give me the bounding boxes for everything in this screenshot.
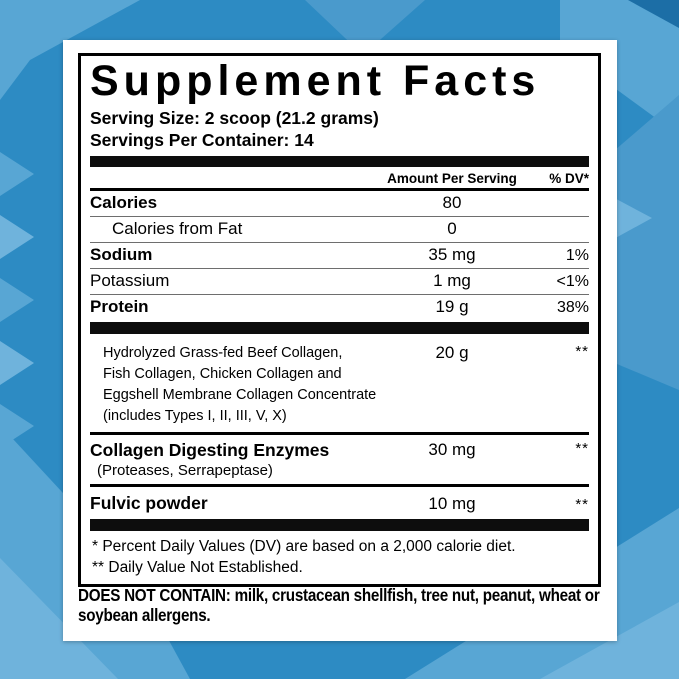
servings-per-container: Servings Per Container: 14 (90, 129, 314, 150)
table-row-digesting-enzymes: Collagen Digesting Enzymes (Proteases, S… (90, 435, 589, 488)
supplement-facts-title: Supplement Facts (90, 57, 541, 105)
nutrient-amount: 30 mg (428, 439, 476, 459)
nutrient-amount: 35 mg (428, 244, 476, 264)
table-row-calories: Calories 80 (90, 191, 589, 217)
nutrient-name: Calories from Fat (112, 218, 243, 238)
nutrient-name: Collagen Digesting Enzymes (Proteases, S… (90, 440, 377, 481)
table-row-fulvic-powder: Fulvic powder 10 mg ** (90, 487, 589, 517)
nutrient-dv: <1% (556, 272, 589, 290)
table-row-collagen-blend: Hydrolyzed Grass-fed Beef Collagen, Fish… (90, 336, 589, 435)
footnote-dv-not-established: ** Daily Value Not Established. (92, 559, 303, 576)
nutrient-name: Sodium (90, 244, 153, 264)
supplement-facts-box: Supplement Facts Serving Size: 2 scoop (… (78, 53, 601, 587)
nutrient-amount: 80 (442, 192, 462, 212)
nutrient-dv: ** (575, 439, 589, 457)
table-row-sodium: Sodium 35 mg 1% (90, 243, 589, 269)
serving-size: Serving Size: 2 scoop (21.2 grams) (90, 107, 379, 128)
supplement-label: Supplement Facts Serving Size: 2 scoop (… (63, 40, 617, 641)
table-row-calories-from-fat: Calories from Fat 0 (90, 217, 589, 243)
enzymes-detail: (Proteases, Serrapeptase) (97, 461, 273, 479)
allergen-statement: DOES NOT CONTAIN: milk, crustacean shell… (78, 585, 600, 625)
nutrient-dv: ** (575, 496, 589, 514)
nutrient-dv: 38% (556, 298, 589, 316)
amount-per-serving-header: Amount Per Serving (387, 170, 517, 186)
nutrient-amount: 1 mg (433, 270, 471, 290)
table-row-protein: Protein 19 g 38% (90, 295, 589, 320)
nutrient-dv: 1% (565, 246, 589, 264)
nutrient-name: Calories (90, 192, 158, 212)
nutrient-amount: 0 (447, 218, 457, 238)
footnotes: * Percent Daily Values (DV) are based on… (90, 535, 589, 580)
thick-divider-bar (90, 321, 589, 334)
nutrient-amount: 19 g (435, 296, 469, 316)
nutrient-dv: ** (575, 342, 589, 360)
nutrient-amount: 10 mg (428, 494, 476, 514)
percent-dv-header: % DV* (549, 170, 589, 186)
thick-divider-bar (90, 519, 589, 532)
nutrient-name: Protein (90, 296, 149, 316)
nutrient-amount: 20 g (435, 342, 469, 362)
ingredient-description: Hydrolyzed Grass-fed Beef Collagen, Fish… (103, 344, 377, 424)
nutrient-name: Potassium (90, 270, 170, 290)
footnote-percent-dv: * Percent Daily Values (DV) are based on… (92, 538, 516, 556)
table-row-potassium: Potassium 1 mg <1% (90, 269, 589, 295)
enzymes-name: Collagen Digesting Enzymes (90, 439, 330, 460)
nutrient-name: Fulvic powder (90, 493, 208, 514)
thick-divider-bar (90, 155, 589, 167)
table-header-row: Amount Per Serving % DV* (90, 167, 589, 191)
